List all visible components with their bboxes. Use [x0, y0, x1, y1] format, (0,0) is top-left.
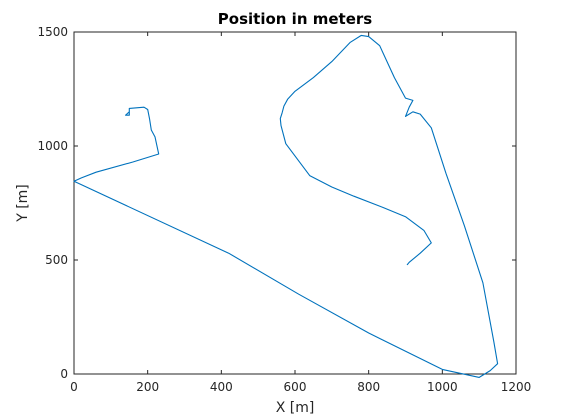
trajectory-line-0 — [73, 34, 499, 378]
x-tick-label-800: 800 — [357, 380, 380, 394]
y-tick-label-0: 0 — [60, 367, 68, 381]
plot-area — [73, 31, 517, 375]
y-tick-label-1000: 1000 — [37, 139, 68, 153]
x-tick-label-400: 400 — [210, 380, 233, 394]
series-layer — [73, 34, 499, 378]
chart-title: Position in meters — [218, 10, 372, 28]
y-tick-label-500: 500 — [45, 253, 68, 267]
x-tick-label-600: 600 — [284, 380, 307, 394]
x-tick-label-1000: 1000 — [427, 380, 458, 394]
x-tick-label-0: 0 — [70, 380, 78, 394]
x-tick-label-1200: 1200 — [501, 380, 532, 394]
y-tick-label-1500: 1500 — [37, 25, 68, 39]
y-axis-label: Y [m] — [15, 184, 31, 223]
y-axis: 0 500 1000 1500 — [37, 25, 516, 381]
x-axis-label: X [m] — [276, 400, 315, 416]
x-axis: 0 200 400 600 800 1000 1200 — [70, 32, 531, 394]
x-tick-label-200: 200 — [136, 380, 159, 394]
